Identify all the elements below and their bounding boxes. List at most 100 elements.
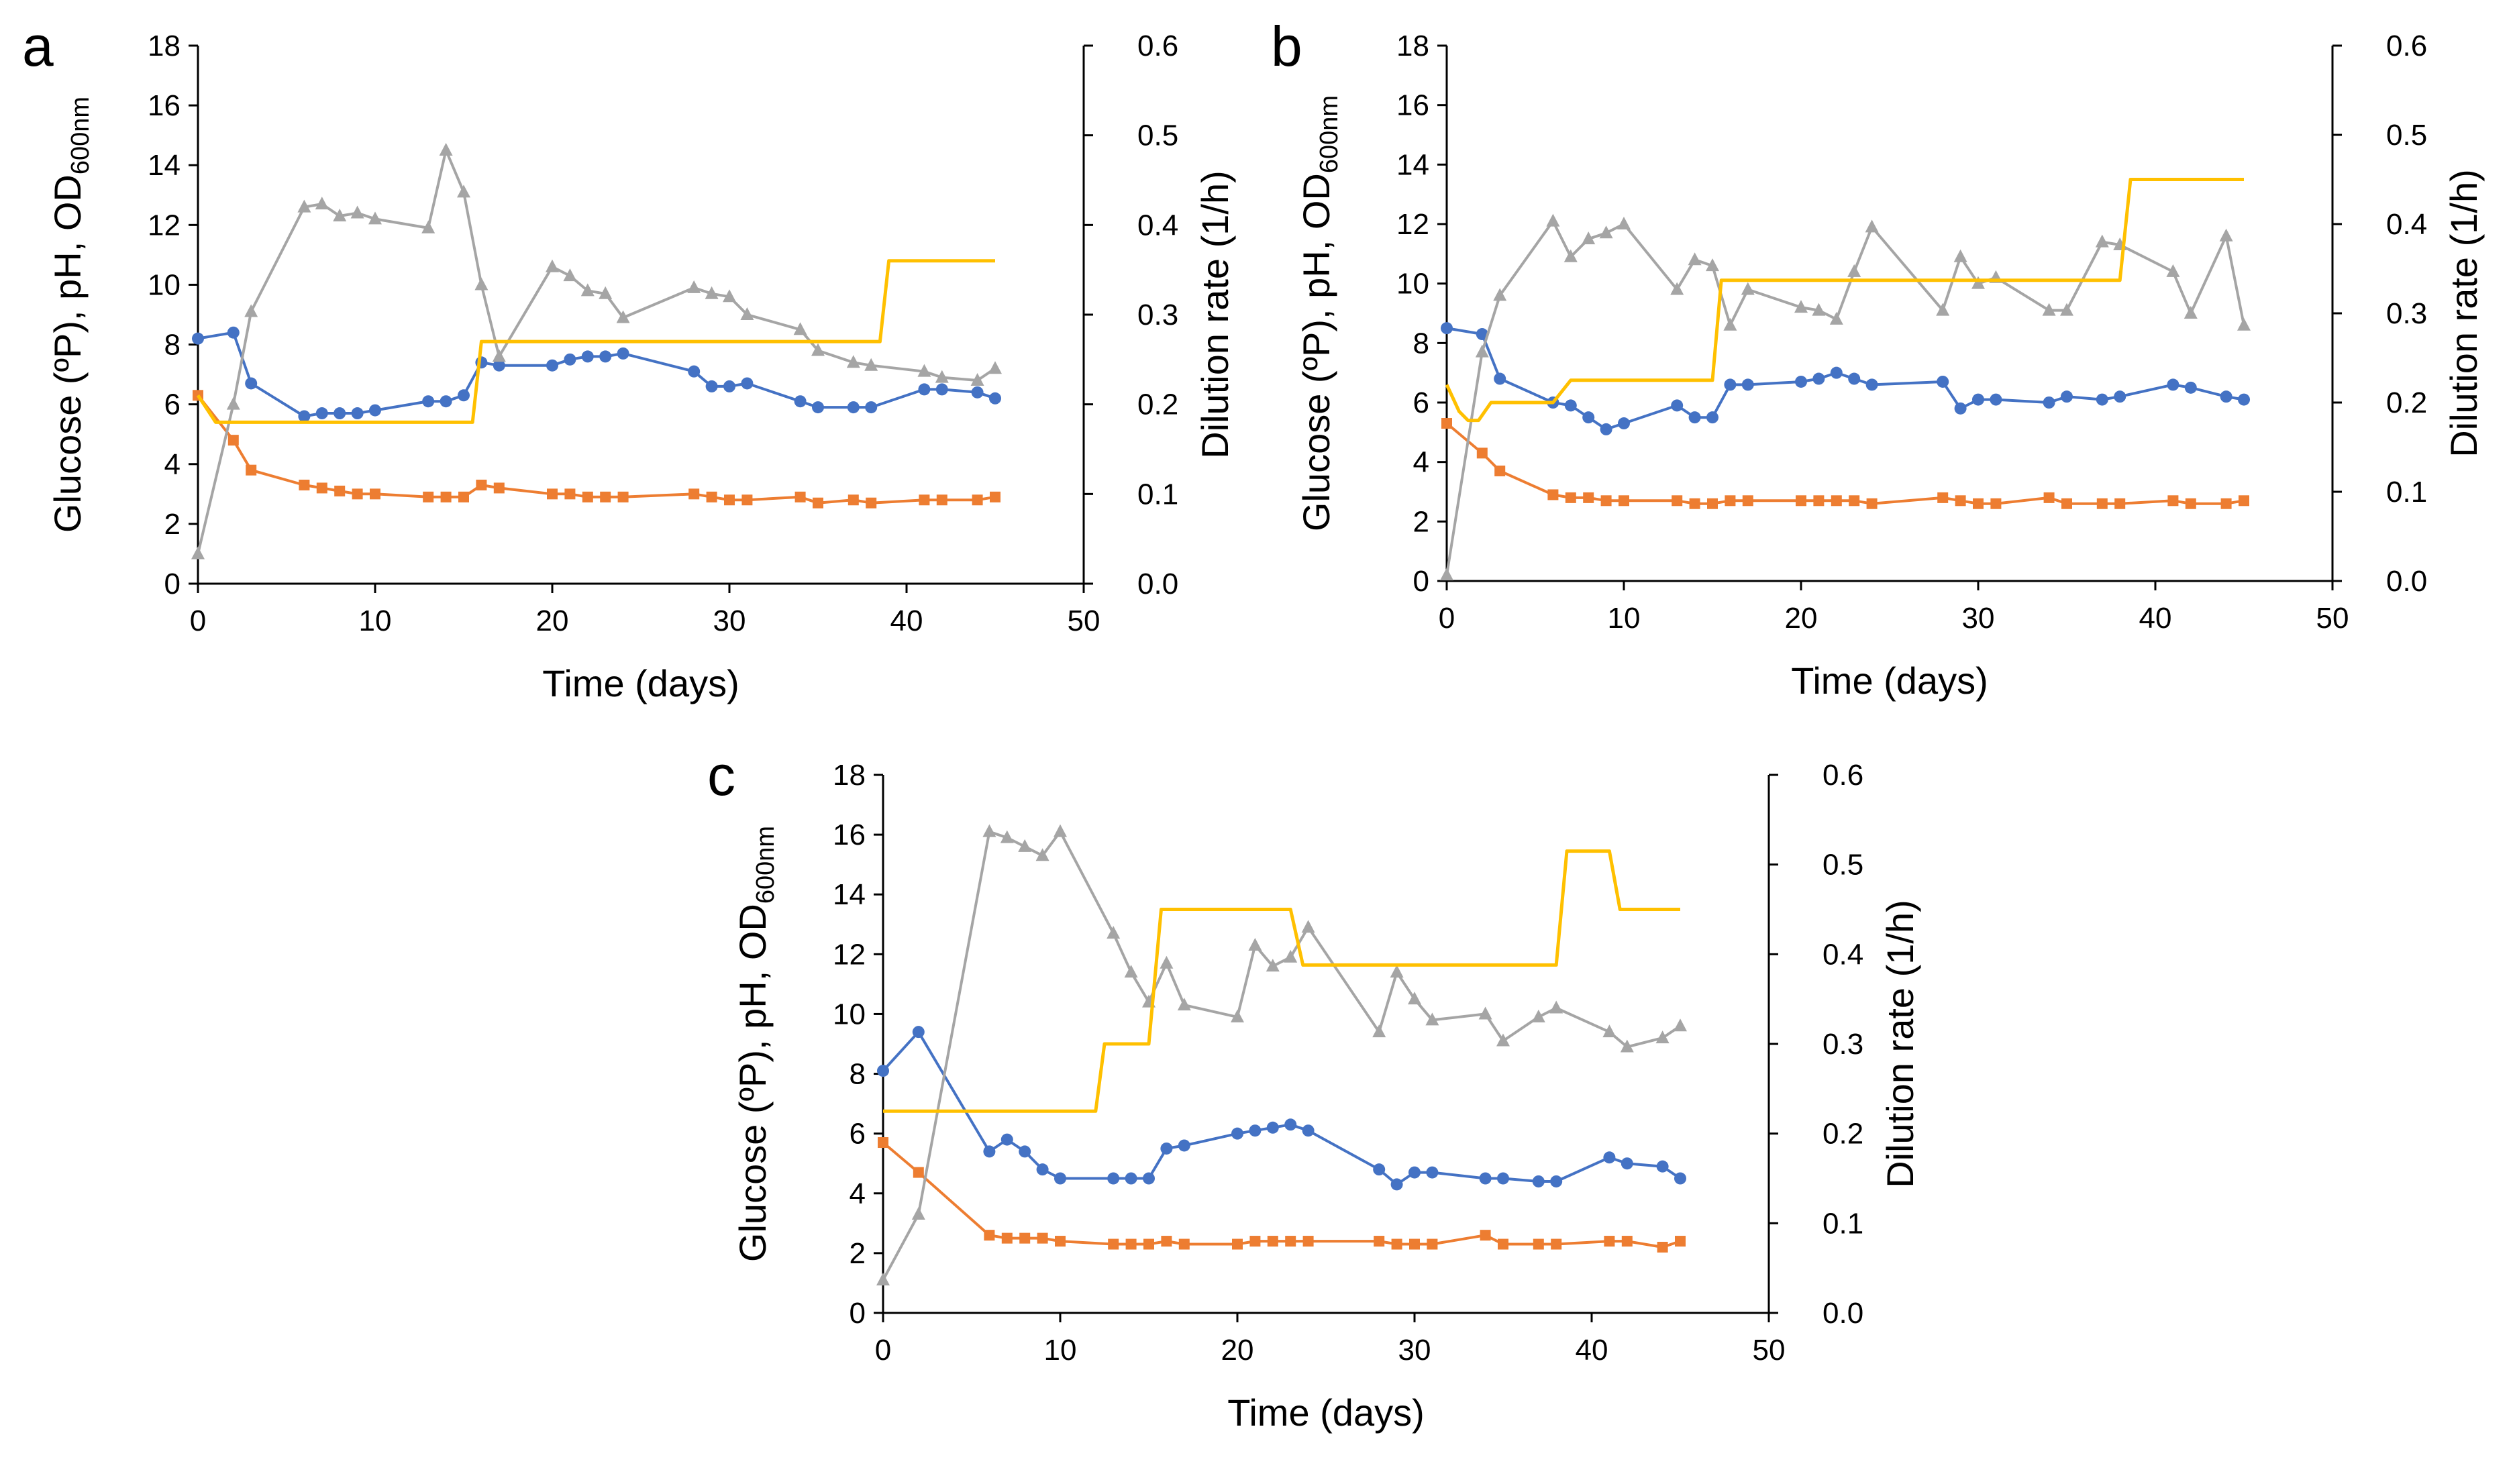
- point-od600nm: [2184, 306, 2198, 319]
- point-ph: [1497, 1172, 1509, 1185]
- point-od600nm: [846, 355, 860, 368]
- point-ph: [1125, 1172, 1137, 1185]
- point-ph: [812, 401, 824, 414]
- y-axis-left-title-subscript: 600nm: [752, 826, 780, 904]
- point-od600nm: [1971, 276, 1985, 289]
- point-od600nm: [1599, 225, 1613, 239]
- point-ph: [1618, 417, 1630, 430]
- point-ph: [599, 350, 612, 363]
- y-axis-right-title: Dilution rate (1/h): [1879, 900, 1921, 1188]
- point-ph: [912, 1026, 925, 1039]
- y-left-tick-label: 0: [850, 1297, 866, 1330]
- series-line-od600nm: [882, 830, 1682, 1281]
- point-od600nm: [1124, 965, 1138, 978]
- point-ph: [617, 347, 629, 360]
- y-left-tick-label: 10: [148, 268, 181, 301]
- point-glucose: [1600, 495, 1612, 507]
- y-left-tick-label: 2: [1413, 505, 1429, 538]
- point-ph: [1178, 1139, 1190, 1152]
- point-glucose: [440, 491, 452, 502]
- point-glucose: [1547, 489, 1559, 500]
- point-od600nm: [1301, 920, 1315, 933]
- point-glucose: [1302, 1236, 1314, 1247]
- y-left-tick-label: 10: [1396, 268, 1429, 301]
- y-left-tick-label: 8: [164, 329, 181, 362]
- point-od600nm: [1674, 1018, 1687, 1032]
- point-glucose: [582, 491, 593, 502]
- point-od600nm: [1248, 937, 1262, 951]
- point-glucose: [990, 491, 1000, 502]
- y-right-tick-label: 0.5: [1137, 119, 1178, 152]
- point-glucose: [1178, 1238, 1190, 1250]
- point-glucose: [1427, 1238, 1438, 1250]
- point-od600nm: [580, 283, 595, 297]
- y-right-tick-label: 0.0: [1137, 568, 1178, 600]
- y-axis-left-title-subscript: 600nm: [1315, 95, 1343, 173]
- point-glucose: [794, 491, 806, 502]
- point-glucose: [2220, 498, 2232, 509]
- x-tick-label: 50: [1753, 1334, 1786, 1367]
- point-ph: [422, 395, 435, 408]
- point-glucose: [1621, 1236, 1633, 1247]
- point-glucose: [547, 488, 558, 500]
- point-ph: [1160, 1142, 1173, 1155]
- point-ph: [298, 410, 311, 423]
- y-axis-right-title: Dilution rate (1/h): [1194, 170, 1236, 459]
- point-od600nm: [226, 396, 240, 410]
- point-od600nm: [2237, 317, 2251, 331]
- point-od600nm: [421, 220, 435, 233]
- y-right-tick-label: 0.2: [1823, 1118, 1863, 1151]
- y-right-tick-label: 0.3: [1137, 299, 1178, 331]
- y-left-tick-label: 14: [1396, 148, 1429, 181]
- point-ph: [918, 383, 931, 396]
- y-left-tick-label: 18: [833, 759, 866, 792]
- point-glucose: [1689, 498, 1700, 509]
- point-od600nm: [350, 205, 364, 219]
- y-axis-left-title: Glucose (ºP), pH, OD600nm: [1295, 95, 1343, 531]
- point-ph: [983, 1145, 996, 1158]
- point-od600nm: [1390, 965, 1404, 978]
- point-glucose: [1249, 1236, 1261, 1247]
- point-ph: [333, 407, 346, 420]
- point-od600nm: [1829, 311, 1843, 325]
- y-right-tick-label: 0.0: [1823, 1297, 1863, 1330]
- point-od600nm: [1284, 949, 1298, 963]
- y-left-tick-label: 18: [1396, 30, 1429, 62]
- y-right-tick-label: 0.5: [2386, 119, 2427, 152]
- y-axis-right-title: Dilution rate (1/h): [2443, 169, 2485, 458]
- point-glucose: [1001, 1232, 1013, 1244]
- point-ph: [1532, 1175, 1545, 1187]
- point-ph: [1284, 1118, 1297, 1131]
- point-glucose: [688, 488, 700, 500]
- point-od600nm: [1936, 303, 1950, 316]
- point-od600nm: [705, 286, 719, 299]
- point-glucose: [1551, 1238, 1562, 1250]
- point-glucose: [564, 488, 576, 500]
- point-glucose: [913, 1167, 924, 1178]
- y-right-tick-label: 0.4: [1823, 938, 1863, 971]
- point-ph: [2061, 390, 2073, 403]
- point-ph: [1603, 1151, 1616, 1164]
- point-glucose: [1019, 1232, 1031, 1244]
- point-od600nm: [740, 307, 754, 320]
- chart-panel-a: 0 2 4 6 8 10 12 14 16 18 0.0 0.1 0.2 0.3 0.4 0.5 0.6 0 10 2…: [22, 15, 1236, 704]
- point-od600nm: [1953, 249, 1967, 262]
- point-glucose: [370, 488, 380, 500]
- series-line-glucose: [1445, 422, 2245, 505]
- x-tick-label: 20: [1221, 1334, 1254, 1367]
- point-ph: [1990, 393, 2002, 406]
- point-glucose: [2167, 495, 2179, 507]
- point-od600nm: [1602, 1024, 1616, 1038]
- y-left-tick-label: 0: [1413, 565, 1429, 598]
- point-glucose: [1849, 495, 1860, 507]
- point-od600nm: [368, 211, 382, 225]
- x-tick-label: 40: [1576, 1334, 1608, 1367]
- point-glucose: [1143, 1238, 1154, 1250]
- point-ph: [1143, 1172, 1155, 1185]
- point-ph: [1019, 1145, 1031, 1158]
- point-glucose: [1108, 1238, 1119, 1250]
- point-ph: [1036, 1163, 1049, 1176]
- point-ph: [458, 389, 470, 402]
- y-left-tick-label: 2: [164, 508, 181, 541]
- point-glucose: [1161, 1236, 1172, 1247]
